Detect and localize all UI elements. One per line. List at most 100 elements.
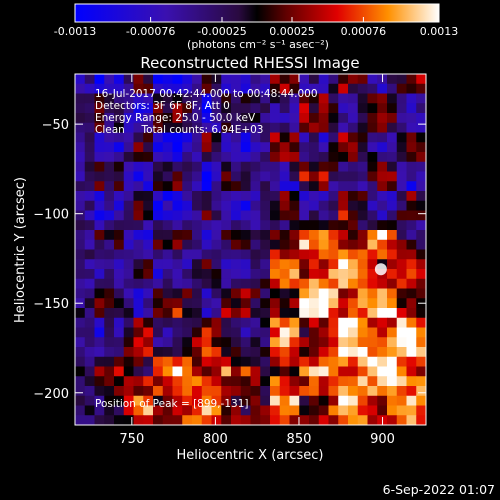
heatmap-cell — [231, 93, 242, 104]
heatmap-cell — [348, 210, 359, 221]
heatmap-cell — [299, 395, 310, 406]
heatmap-cell — [299, 239, 310, 250]
heatmap-cell — [84, 103, 95, 114]
heatmap-cell — [328, 132, 339, 143]
heatmap-cell — [192, 366, 203, 377]
heatmap-cell — [279, 269, 290, 280]
heatmap-cell — [192, 337, 203, 348]
heatmap-cell — [123, 317, 134, 328]
heatmap-cell — [279, 122, 290, 133]
heatmap-cell — [367, 122, 378, 133]
heatmap-cell — [114, 259, 125, 270]
heatmap-cell — [143, 337, 154, 348]
heatmap-cell — [377, 191, 388, 202]
heatmap-cell — [182, 103, 193, 114]
heatmap-cell — [240, 347, 251, 358]
heatmap-cell — [143, 161, 154, 172]
heatmap-cell — [153, 356, 164, 367]
heatmap-cell — [143, 386, 154, 397]
x-tick-label: 850 — [287, 432, 312, 447]
heatmap-cell — [377, 376, 388, 387]
heatmap-cell — [328, 259, 339, 270]
heatmap-cell — [387, 337, 398, 348]
heatmap-cell — [143, 142, 154, 153]
heatmap-cell — [162, 278, 173, 289]
heatmap-cell — [221, 191, 232, 202]
heatmap-cell — [367, 327, 378, 338]
heatmap-cell — [387, 356, 398, 367]
heatmap-cell — [260, 405, 271, 416]
heatmap-cell — [182, 249, 193, 260]
heatmap-cell — [406, 113, 417, 124]
heatmap-cell — [231, 317, 242, 328]
heatmap-cell — [104, 288, 115, 299]
heatmap-cell — [153, 395, 164, 406]
heatmap-cell — [318, 152, 329, 163]
heatmap-cell — [201, 210, 212, 221]
heatmap-cell — [104, 83, 115, 94]
heatmap-cell — [396, 337, 407, 348]
heatmap-cell — [299, 83, 310, 94]
heatmap-cell — [201, 142, 212, 153]
heatmap-cell — [84, 191, 95, 202]
heatmap-cell — [357, 395, 368, 406]
heatmap-cell — [143, 308, 154, 319]
heatmap-cell — [406, 415, 417, 425]
heatmap-cell — [221, 415, 232, 425]
heatmap-cell — [289, 337, 300, 348]
heatmap-cell — [328, 269, 339, 280]
heatmap-cell — [279, 142, 290, 153]
heatmap-cell — [338, 269, 349, 280]
heatmap-cell — [143, 269, 154, 280]
heatmap-cell — [289, 181, 300, 192]
heatmap-cell — [299, 356, 310, 367]
heatmap-cell — [221, 132, 232, 143]
heatmap-cell — [211, 122, 222, 133]
heatmap-cell — [172, 200, 183, 211]
heatmap-cell — [133, 191, 144, 202]
heatmap-cell — [260, 259, 271, 270]
heatmap-cell — [387, 161, 398, 172]
heatmap-cell — [104, 230, 115, 241]
heatmap-cell — [114, 161, 125, 172]
heatmap-cell — [143, 415, 154, 425]
heatmap-cell — [240, 249, 251, 260]
axis-ticks: 750 800 850 900 −50 −100 −150 −200 — [33, 74, 426, 447]
heatmap-cell — [328, 113, 339, 124]
heatmap-cell — [357, 210, 368, 221]
heatmap-cell — [192, 230, 203, 241]
heatmap-cell — [357, 83, 368, 94]
heatmap-cell — [250, 395, 261, 406]
heatmap-cell — [221, 200, 232, 211]
heatmap-cell — [94, 366, 105, 377]
heatmap-cell — [114, 249, 125, 260]
heatmap-cell — [211, 278, 222, 289]
heatmap-cell — [279, 93, 290, 104]
annotation-detectors: Detectors: 3F 6F 8F, Att 0 — [95, 100, 230, 112]
heatmap-cell — [416, 249, 426, 260]
heatmap-cell — [84, 288, 95, 299]
heatmap-cell — [94, 405, 105, 416]
heatmap-cell — [318, 259, 329, 270]
heatmap-cell — [75, 200, 86, 211]
heatmap-cell — [406, 395, 417, 406]
heatmap-cell — [387, 83, 398, 94]
heatmap-cell — [338, 259, 349, 270]
heatmap-cell — [348, 386, 359, 397]
heatmap-cell — [309, 74, 320, 85]
heatmap-cell — [221, 122, 232, 133]
heatmap-cell — [211, 132, 222, 143]
heatmap-cell — [211, 93, 222, 104]
heatmap-cell — [299, 142, 310, 153]
heatmap-cell — [309, 288, 320, 299]
heatmap-cell — [201, 347, 212, 358]
heatmap-cell — [318, 356, 329, 367]
heatmap-cell — [406, 337, 417, 348]
heatmap-cell — [377, 239, 388, 250]
heatmap-cell — [279, 161, 290, 172]
heatmap-cell — [153, 269, 164, 280]
heatmap-cell — [221, 366, 232, 377]
heatmap-cell — [357, 269, 368, 280]
heatmap-cell — [260, 171, 271, 182]
